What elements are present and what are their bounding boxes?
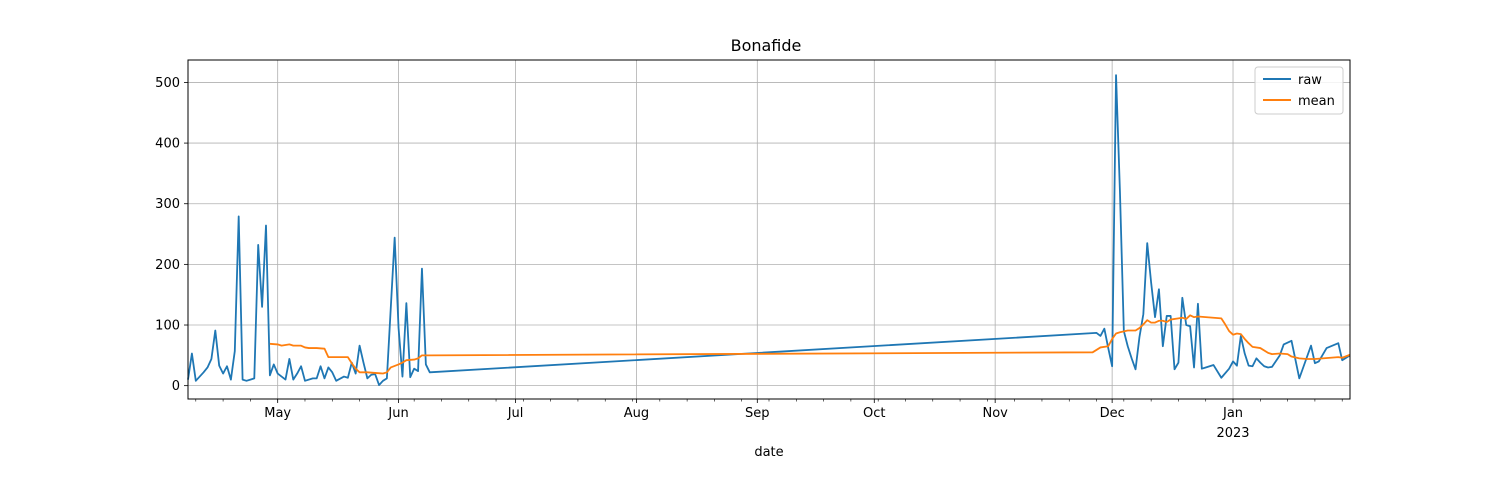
plot-area [187,74,1351,386]
x-tick-label: Jul [507,406,524,421]
x-tick-label: May [264,406,291,421]
x-tick-label: Dec [1100,406,1125,421]
y-tick-label: 300 [155,197,180,212]
legend-label-mean: mean [1298,94,1335,109]
x-tick-label: Nov [982,406,1008,421]
legend-label-raw: raw [1298,73,1322,88]
y-tick-label: 100 [155,319,180,334]
chart-title: Bonafide [731,36,802,55]
series-line-raw [187,74,1351,386]
x-tick-label: Sep [745,406,770,421]
x-tick-label: Jan [1222,406,1243,421]
y-tick-label: 0 [172,379,180,394]
axes: 0 100 200 300 400 500 May Jun Jul Aug Sep Oct Nov Dec… [155,76,1343,441]
y-tick-label: 200 [155,258,180,273]
x-tick-label: Oct [863,406,885,421]
x-tick-label: Aug [624,406,649,421]
grid [188,60,1350,399]
series-line-mean [269,314,1351,375]
y-tick-label: 400 [155,137,180,152]
y-tick-label: 500 [155,76,180,91]
x-tick-label: Jun [387,406,408,421]
x-tick-sublabel: 2023 [1216,426,1249,441]
x-axis-label: date [754,445,783,460]
legend: raw mean [1254,66,1344,115]
